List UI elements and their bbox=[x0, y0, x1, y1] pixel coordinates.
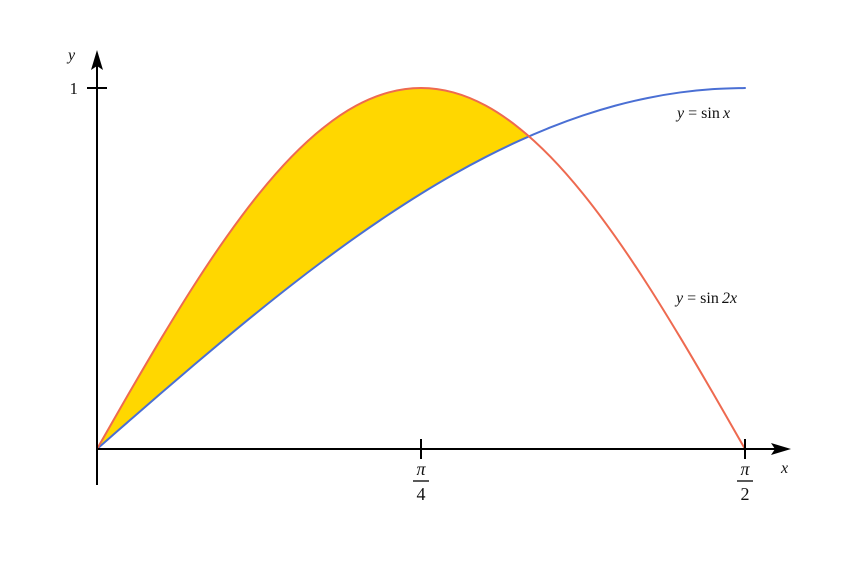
x-tick-numerator-0: π bbox=[416, 459, 426, 479]
series-label-1-eq: = bbox=[683, 290, 700, 307]
series-line-0 bbox=[96, 87, 746, 450]
series-label-1-fn: sin bbox=[700, 290, 719, 307]
y-axis-label: y bbox=[66, 47, 76, 64]
series-line-1 bbox=[96, 87, 746, 450]
series-label-0-eq: = bbox=[684, 105, 701, 122]
y-tick-label-0: 1 bbox=[70, 79, 79, 98]
y-axis-arrow bbox=[91, 50, 103, 70]
x-axis-label: x bbox=[780, 460, 788, 477]
series-label-1-arg: 2x bbox=[719, 290, 737, 307]
x-tick-denominator-0: 4 bbox=[417, 484, 426, 504]
series-label-0-lhs: y bbox=[675, 105, 685, 122]
series-label-1-lhs: y bbox=[674, 290, 684, 307]
series-label-1: y = sin 2x bbox=[674, 290, 737, 307]
series-label-0: y = sin x bbox=[675, 105, 730, 122]
series-label-0-arg: x bbox=[720, 105, 730, 122]
axes-layer bbox=[87, 50, 791, 485]
series-label-0-fn: sin bbox=[701, 105, 720, 122]
series-layer bbox=[96, 87, 746, 450]
x-axis-arrow bbox=[771, 443, 791, 455]
x-tick-numerator-1: π bbox=[740, 459, 750, 479]
x-tick-denominator-1: 2 bbox=[741, 484, 750, 504]
